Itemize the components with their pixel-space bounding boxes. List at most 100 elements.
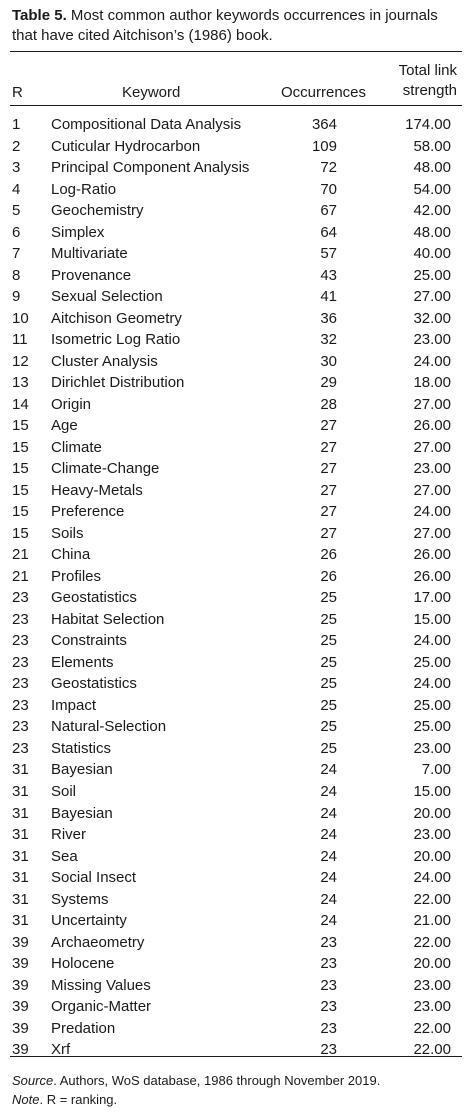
cell-total-link-strength: 26.00 [413,546,451,564]
cell-keyword: River [51,826,87,844]
cell-rank: 21 [12,567,29,585]
cell-total-link-strength: 25.00 [413,653,451,671]
cell-rank: 9 [12,288,21,306]
cell-rank: 3 [12,159,21,177]
header-total-link-line1: Total link [398,62,457,79]
cell-keyword: Xrf [51,1041,71,1059]
cell-keyword: Sea [51,847,78,865]
cell-rank: 31 [12,890,29,908]
cell-keyword: Log-Ratio [51,180,117,198]
cell-occurrences: 25 [320,589,337,607]
cell-rank: 21 [12,546,29,564]
cell-total-link-strength: 23.00 [413,998,451,1016]
cell-rank: 31 [12,912,29,930]
cell-occurrences: 23 [320,976,337,994]
cell-keyword: Geostatistics [51,675,137,693]
table-row: 39 Predation 23 22.00 [0,1018,474,1040]
cell-rank: 39 [12,955,29,973]
table-row: 31 Systems 24 22.00 [0,889,474,911]
cell-total-link-strength: 24.00 [413,503,451,521]
cell-total-link-strength: 23.00 [413,976,451,994]
cell-occurrences: 41 [320,288,337,306]
table-row: 15 Climate-Change 27 23.00 [0,458,474,480]
table-row: 23 Geostatistics 25 17.00 [0,587,474,609]
cell-keyword: Bayesian [51,804,113,822]
cell-keyword: Constraints [51,632,127,650]
table-row: 10 Aitchison Geometry 36 32.00 [0,308,474,330]
cell-keyword: Systems [51,890,109,908]
cell-keyword: Geostatistics [51,589,137,607]
cell-rank: 23 [12,653,29,671]
cell-keyword: Simplex [51,223,105,241]
cell-rank: 6 [12,223,21,241]
cell-total-link-strength: 27.00 [413,524,451,542]
cell-rank: 23 [12,632,29,650]
cell-total-link-strength: 27.00 [413,438,451,456]
cell-rank: 31 [12,826,29,844]
cell-rank: 39 [12,1019,29,1037]
cell-rank: 8 [12,266,21,284]
cell-keyword: Compositional Data Analysis [51,116,242,133]
cell-occurrences: 72 [320,159,337,177]
table-row: 3 Principal Component Analysis 72 48.00 [0,157,474,179]
cell-total-link-strength: 40.00 [413,245,451,263]
cell-keyword: Dirichlet Distribution [51,374,185,392]
cell-occurrences: 29 [320,374,337,392]
cell-rank: 39 [12,933,29,951]
cell-rank: 5 [12,202,21,220]
cell-keyword: Sexual Selection [51,288,163,306]
cell-total-link-strength: 20.00 [413,804,451,822]
cell-keyword: Elements [51,653,114,671]
cell-total-link-strength: 58.00 [413,137,451,155]
table-caption: Table 5. Most common author keywords occ… [12,6,452,45]
table-row: 8 Provenance 43 25.00 [0,265,474,287]
cell-total-link-strength: 21.00 [413,912,451,930]
table-row: 9 Sexual Selection 41 27.00 [0,286,474,308]
cell-total-link-strength: 7.00 [421,761,451,779]
cell-total-link-strength: 25.00 [413,718,451,736]
cell-total-link-strength: 48.00 [413,159,451,177]
table-row: 15 Preference 27 24.00 [0,501,474,523]
cell-occurrences: 23 [320,955,337,973]
cell-rank: 23 [12,675,29,693]
table-number-label: Table 5. [12,7,67,24]
header-total-link-line2: strength [402,82,457,99]
table-row: 21 Profiles 26 26.00 [0,566,474,588]
cell-occurrences: 24 [320,847,337,865]
cell-rank: 39 [12,998,29,1016]
cell-total-link-strength: 18.00 [413,374,451,392]
cell-occurrences: 25 [320,696,337,714]
note-text: . R = ranking. [39,1091,118,1107]
cell-occurrences: 26 [320,546,337,564]
cell-occurrences: 43 [320,266,337,284]
table-caption-text: Most common author keywords occurrences … [12,7,438,44]
cell-rank: 23 [12,739,29,757]
table-row: 31 Bayesian 24 7.00 [0,759,474,781]
table-row: 11 Isometric Log Ratio 32 23.00 [0,329,474,351]
table-row: 23 Constraints 25 24.00 [0,630,474,652]
table-row: 6 Simplex 64 48.00 [0,222,474,244]
cell-occurrences: 27 [320,481,337,499]
cell-total-link-strength: 23.00 [413,739,451,757]
cell-total-link-strength: 26.00 [413,567,451,585]
table-row: 39 Archaeometry 23 22.00 [0,932,474,954]
cell-keyword: Impact [51,696,97,714]
cell-total-link-strength: 27.00 [413,395,451,413]
cell-rank: 10 [12,309,29,327]
cell-occurrences: 25 [320,739,337,757]
header-keyword: Keyword [122,84,181,101]
cell-keyword: Profiles [51,567,102,585]
cell-rank: 39 [12,1041,29,1059]
top-rule [10,51,462,52]
cell-rank: 31 [12,847,29,865]
cell-occurrences: 26 [320,567,337,585]
cell-rank: 13 [12,374,29,392]
cell-keyword: Uncertainty [51,912,127,930]
cell-occurrences: 28 [320,395,337,413]
table-row: 5 Geochemistry 67 42.00 [0,200,474,222]
cell-occurrences: 23 [320,933,337,951]
table-row: 15 Age 27 26.00 [0,415,474,437]
table-row: 23 Statistics 25 23.00 [0,738,474,760]
cell-rank: 14 [12,395,29,413]
table-header: R Keyword Occurrences Total link strengt… [0,58,474,104]
